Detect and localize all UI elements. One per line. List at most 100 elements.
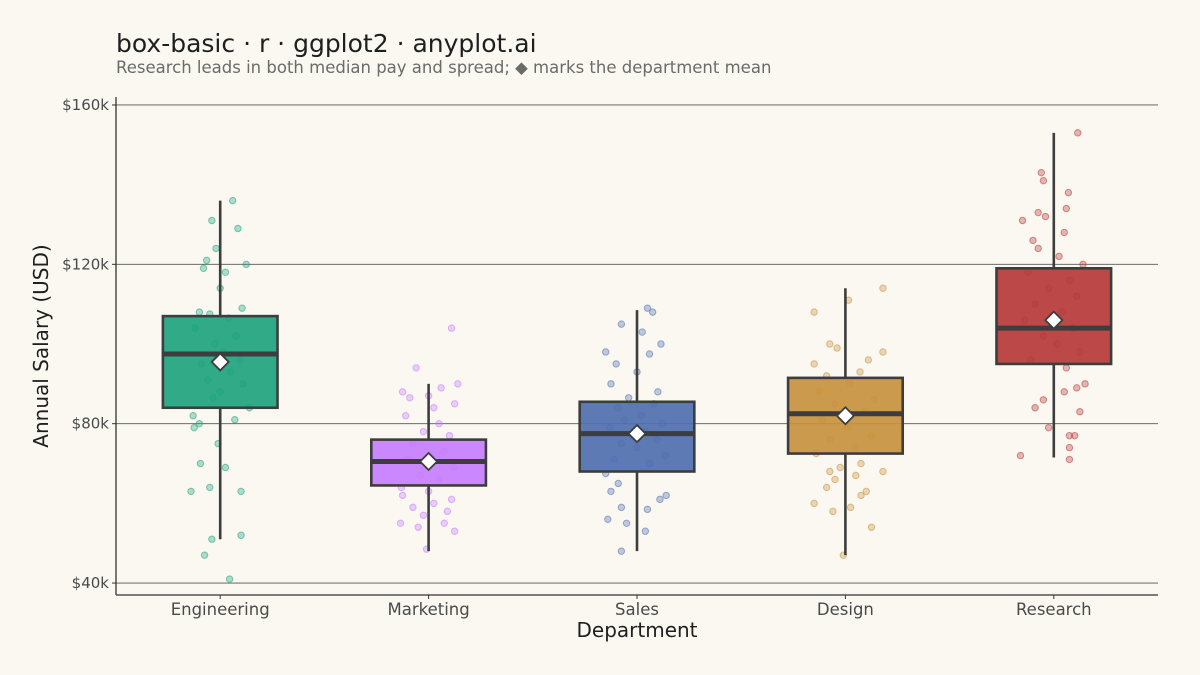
box-engineering — [161, 200, 279, 540]
data-point — [1065, 431, 1074, 440]
y-tick-label: $120k — [62, 255, 109, 273]
data-point — [398, 388, 407, 396]
data-point — [1037, 168, 1045, 177]
data-point — [196, 459, 205, 468]
data-point — [614, 479, 622, 488]
data-point — [231, 416, 239, 424]
data-point — [643, 304, 652, 312]
data-point — [617, 503, 626, 512]
data-point — [206, 483, 214, 492]
data-point — [1034, 244, 1042, 253]
data-point — [833, 344, 841, 352]
data-point — [1079, 260, 1087, 269]
x-tick-label: Sales — [615, 600, 659, 619]
data-point — [657, 340, 665, 348]
data-point — [414, 523, 422, 531]
mean-marker — [1044, 310, 1064, 330]
x-tick-label: Research — [1016, 600, 1092, 619]
data-point — [1044, 423, 1053, 432]
data-point — [617, 320, 626, 328]
data-point — [187, 487, 195, 496]
data-point — [412, 364, 420, 372]
data-point — [1060, 228, 1068, 237]
axes: $40k $80k $120k $160k Engineering Marketing Sa… — [62, 96, 1158, 619]
data-point — [810, 499, 818, 508]
data-point — [1073, 384, 1081, 392]
data-point — [401, 412, 410, 420]
x-axis-label: Department — [576, 618, 697, 642]
data-point — [1064, 188, 1073, 197]
data-point — [822, 483, 831, 492]
data-point — [852, 471, 860, 480]
data-point — [856, 368, 864, 376]
data-point — [419, 427, 428, 436]
x-tick-label: Engineering — [171, 600, 270, 619]
data-point — [624, 394, 633, 402]
chart-title: box-basic · r · ggplot2 · anyplot.ai — [116, 29, 537, 58]
data-point — [398, 491, 407, 500]
data-point — [1039, 396, 1048, 404]
data-point — [435, 419, 443, 428]
data-point — [1041, 212, 1050, 221]
y-tick-label: $80k — [72, 415, 110, 433]
data-point — [195, 308, 204, 316]
data-point — [237, 531, 245, 539]
data-point — [1070, 431, 1079, 440]
data-point — [1074, 129, 1082, 137]
data-point — [638, 328, 646, 336]
boxes — [161, 132, 1113, 556]
data-point — [1055, 252, 1063, 261]
data-point — [604, 515, 612, 524]
data-point — [437, 384, 445, 392]
chart-subtitle: Research leads in both median pay and sp… — [116, 58, 771, 77]
box-research — [995, 132, 1113, 458]
data-point — [1039, 176, 1048, 185]
data-point — [836, 463, 844, 472]
data-point — [1029, 236, 1037, 245]
data-point — [857, 491, 865, 500]
mean-marker — [418, 451, 439, 472]
data-point — [202, 256, 211, 265]
data-point — [189, 412, 197, 420]
box-design — [786, 288, 905, 556]
data-point — [867, 523, 876, 531]
data-point — [612, 360, 620, 368]
data-point — [1062, 204, 1071, 213]
data-point — [1062, 364, 1071, 372]
data-point — [454, 380, 462, 388]
data-point — [1018, 216, 1027, 225]
data-point — [607, 487, 615, 496]
data-point — [1016, 451, 1025, 460]
box-sales — [578, 310, 696, 552]
data-point — [430, 499, 438, 508]
mean-marker — [835, 405, 856, 426]
data-point — [419, 511, 428, 520]
data-point — [857, 459, 865, 468]
y-tick-label: $160k — [62, 96, 109, 114]
data-point — [208, 535, 216, 543]
data-point — [1031, 404, 1039, 412]
data-point — [1065, 455, 1074, 464]
box-marketing — [369, 383, 488, 552]
mean-marker — [627, 423, 647, 444]
data-point — [199, 264, 208, 273]
data-point — [846, 503, 855, 512]
data-point — [208, 216, 216, 225]
data-point — [443, 507, 452, 516]
data-point — [648, 308, 657, 316]
data-point — [862, 487, 870, 496]
data-point — [396, 519, 405, 527]
data-point — [1065, 443, 1074, 452]
data-point — [810, 360, 818, 368]
data-point — [1060, 388, 1068, 396]
data-point — [450, 400, 459, 408]
data-point — [826, 340, 834, 348]
data-point — [602, 348, 610, 356]
data-point — [879, 284, 887, 292]
data-point — [447, 324, 456, 332]
data-point — [238, 304, 246, 312]
gridlines — [116, 104, 1158, 584]
data-point — [879, 348, 887, 356]
